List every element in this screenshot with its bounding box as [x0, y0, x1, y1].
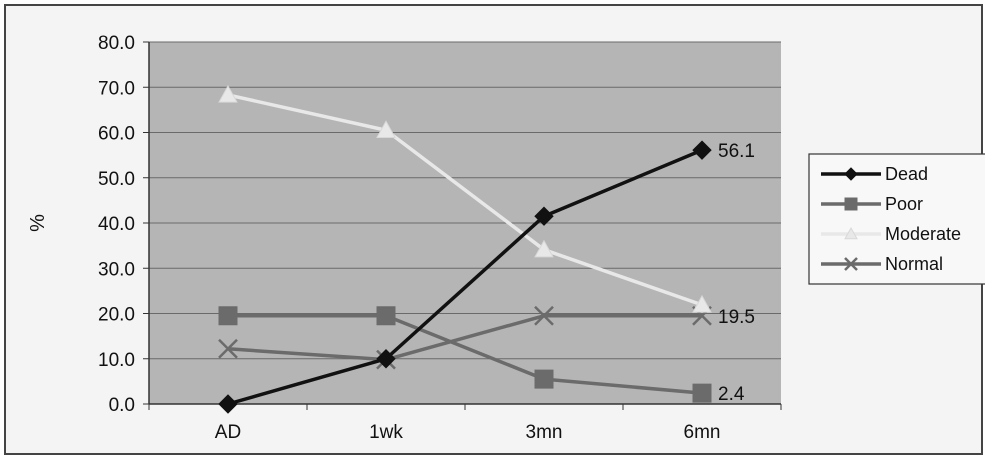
- y-tick-label: 80.0: [98, 33, 135, 54]
- data-point-poor: [218, 306, 238, 326]
- y-axis-label: %: [27, 214, 49, 232]
- series-poor: [218, 306, 712, 403]
- y-tick-label: 20.0: [98, 305, 135, 326]
- data-point-normal: [218, 338, 238, 359]
- data-label-normal: 19.5: [718, 307, 755, 328]
- data-point-moderate: [376, 120, 396, 138]
- data-point-poor: [534, 369, 554, 389]
- legend-item-normal: Normal: [821, 254, 943, 274]
- data-point-dead: [692, 140, 712, 160]
- gridlines: [149, 41, 781, 360]
- legend: Dead Poor Moderate Normal: [808, 153, 985, 285]
- line-chart: 0.0 10.0 20.0 30.0 40.0 50.0 60.0 70.0 80.0 AD 1w…: [27, 33, 985, 443]
- series-group: [218, 84, 712, 414]
- series-line-moderate: [227, 93, 703, 307]
- x-tick-label: 3mn: [526, 422, 563, 443]
- legend-item-moderate: Moderate: [821, 224, 961, 244]
- y-tick-label: 60.0: [98, 124, 135, 145]
- series-line-poor: [228, 314, 703, 395]
- legend-marker: [844, 197, 858, 211]
- series-line-normal: [227, 314, 702, 362]
- series-line-dead: [227, 148, 703, 406]
- legend-label: Moderate: [885, 224, 961, 244]
- y-tick-label: 10.0: [98, 350, 135, 371]
- data-label-poor: 2.4: [718, 384, 745, 405]
- legend-marker: [844, 167, 858, 181]
- y-tick-label: 70.0: [98, 78, 135, 99]
- y-tick-label: 50.0: [98, 169, 135, 190]
- data-point-normal: [534, 305, 554, 326]
- y-tick-label: 40.0: [98, 214, 135, 235]
- legend-label: Poor: [885, 194, 923, 214]
- series-dead: [218, 140, 712, 414]
- series-moderate: [218, 84, 712, 313]
- legend-item-dead: Dead: [821, 164, 928, 184]
- x-tick-label: AD: [215, 422, 241, 443]
- x-tick-label: 6mn: [684, 422, 721, 443]
- chart-frame: 0.0 10.0 20.0 30.0 40.0 50.0 60.0 70.0 80.0 AD 1w…: [4, 4, 985, 455]
- legend-item-poor: Poor: [821, 194, 923, 214]
- legend-marker: [844, 257, 858, 271]
- legend-marker: [844, 226, 858, 240]
- data-point-moderate: [692, 294, 712, 313]
- legend-label: Dead: [885, 164, 928, 184]
- legend-label: Normal: [885, 254, 943, 274]
- y-tick-label: 0.0: [109, 395, 135, 416]
- data-point-moderate: [218, 84, 238, 103]
- x-tick-label: 1wk: [369, 422, 403, 443]
- y-tick-label: 30.0: [98, 259, 135, 280]
- x-axis-ticks: AD 1wk 3mn 6mn: [148, 404, 782, 443]
- data-point-poor: [376, 306, 396, 326]
- y-axis-ticks: 0.0 10.0 20.0 30.0 40.0 50.0 60.0 70.0 80.0: [98, 33, 149, 416]
- data-label-dead: 56.1: [718, 141, 755, 162]
- data-point-moderate: [534, 239, 554, 258]
- data-labels: 56.1 19.5 2.4: [718, 141, 755, 405]
- data-point-dead: [534, 206, 554, 226]
- data-point-dead: [218, 394, 238, 414]
- data-point-dead: [376, 349, 396, 369]
- data-point-poor: [692, 383, 712, 403]
